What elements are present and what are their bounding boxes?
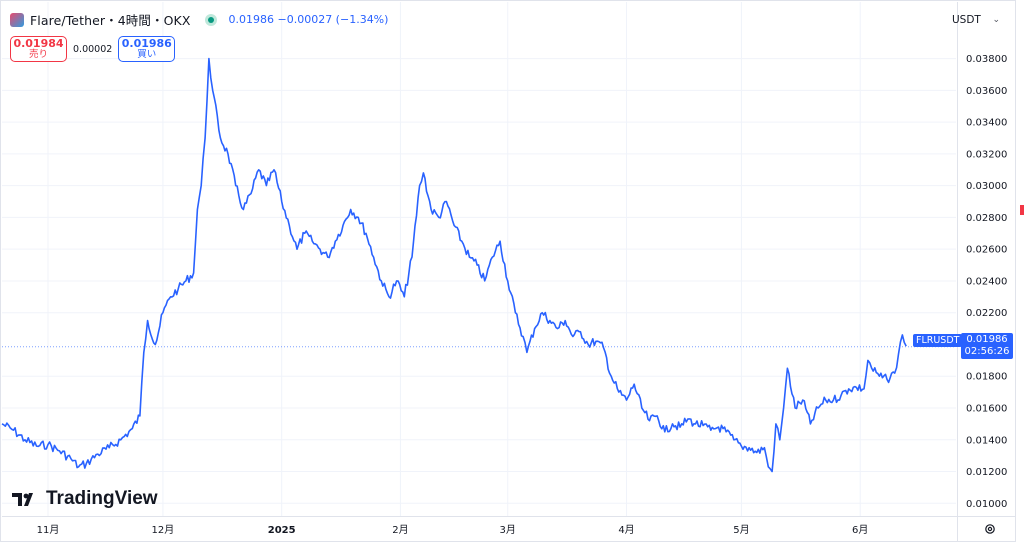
currency-label: USDT — [952, 14, 981, 26]
y-tick-label: 0.02200 — [966, 308, 1007, 319]
y-tick-label: 0.01800 — [966, 372, 1007, 383]
current-price: 0.01986 — [966, 334, 1008, 345]
y-tick-label: 0.03800 — [966, 54, 1007, 65]
current-price-label: 0.01986 02:56:26 — [961, 333, 1013, 359]
bar-countdown: 02:56:26 — [964, 346, 1010, 357]
brand-name: TradingView — [46, 488, 158, 509]
chart-header: Flare/Tether・4時間・OKX 0.01986 −0.00027 (−… — [10, 10, 388, 29]
market-open-icon — [204, 13, 217, 26]
y-tick-label: 0.03200 — [966, 149, 1007, 160]
tradingview-mark-icon — [12, 493, 33, 506]
x-tick-label: 5月 — [733, 524, 749, 536]
y-tick-label: 0.02600 — [966, 245, 1007, 256]
y-tick-label: 0.03600 — [966, 86, 1007, 97]
y-tick-label: 0.03400 — [966, 118, 1007, 129]
x-tick-label: 2025 — [268, 525, 296, 536]
symbol-title[interactable]: Flare/Tether・4時間・OKX — [30, 13, 191, 28]
sell-price: 0.01984 — [13, 37, 64, 50]
tradingview-logo[interactable]: TradingView — [12, 488, 158, 510]
sell-button[interactable]: 0.01984 売り — [10, 36, 67, 62]
buy-button[interactable]: 0.01986 買い — [118, 36, 176, 62]
x-tick-label: 6月 — [852, 524, 868, 536]
y-tick-label: 0.01600 — [966, 404, 1007, 415]
chevron-down-icon: ⌄ — [992, 15, 1000, 25]
y-tick-label: 0.03000 — [966, 181, 1007, 192]
x-tick-label: 11月 — [37, 524, 60, 536]
x-tick-label: 2月 — [392, 524, 408, 536]
spread-value: 0.00002 — [73, 43, 113, 55]
settings-gear-icon[interactable] — [984, 523, 996, 535]
quote-change: 0.01986 −0.00027 (−1.34%) — [228, 13, 389, 26]
x-tick-label: 3月 — [500, 524, 516, 536]
symbol-logo-icon — [10, 12, 24, 27]
alert-edge-marker — [1020, 205, 1024, 215]
y-tick-label: 0.01000 — [966, 499, 1007, 510]
buy-price: 0.01986 — [121, 37, 172, 50]
y-tick-label: 0.01200 — [966, 467, 1007, 478]
y-tick-label: 0.02400 — [966, 276, 1007, 287]
y-tick-label: 0.01400 — [966, 435, 1007, 446]
y-tick-label: 0.02800 — [966, 213, 1007, 224]
price-series-line — [1, 57, 907, 473]
currency-selector[interactable]: USDT ⌄ — [948, 10, 1004, 30]
trade-panel: 0.01984 売り 0.00002 0.01986 買い — [10, 36, 176, 62]
x-tick-label: 12月 — [152, 524, 175, 536]
buy-label: 買い — [137, 49, 157, 60]
x-tick-label: 4月 — [618, 524, 634, 536]
symbol-price-tag: FLRUSDT — [913, 334, 963, 347]
sell-label: 売り — [28, 49, 48, 60]
